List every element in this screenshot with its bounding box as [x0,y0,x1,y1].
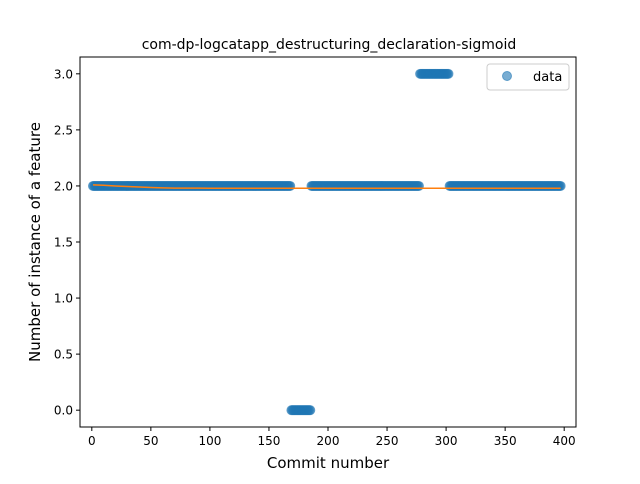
data-point [285,180,296,191]
y-tick-label: 1.0 [54,292,73,306]
x-axis-label: Commit number [267,454,390,472]
y-tick-label: 0.0 [54,404,73,418]
legend-marker-data [502,71,512,81]
x-tick-label: 100 [198,434,221,448]
y-axis-ticks: 0.0 0.5 1.0 1.5 2.0 2.5 3.0 [54,67,80,418]
legend: data [486,63,570,91]
x-tick-label: 200 [317,434,340,448]
x-tick-label: 300 [435,434,458,448]
y-tick-label: 1.5 [54,236,73,250]
x-tick-label: 50 [143,434,158,448]
data-point [555,180,566,191]
chart-title: com-dp-logcatapp_destructuring_declarati… [142,37,517,53]
fit-line [92,184,561,190]
y-tick-label: 2.5 [54,123,73,137]
y-axis-label: Number of instance of a feature [26,122,44,362]
data-point [443,68,454,79]
x-tick-label: 400 [553,434,576,448]
x-tick-label: 350 [494,434,517,448]
plot-area [80,57,576,427]
x-tick-label: 0 [88,434,96,448]
data-point [413,180,424,191]
x-tick-label: 150 [257,434,280,448]
y-tick-label: 2.0 [54,179,73,193]
x-axis-ticks: 0 50 100 150 200 250 300 350 400 [88,427,576,448]
plot-marks [87,68,566,416]
data-point [305,405,316,416]
x-tick-label: 250 [376,434,399,448]
y-tick-label: 0.5 [54,348,73,362]
legend-label-data: data [533,70,562,85]
y-tick-label: 3.0 [54,67,73,81]
legend-box [486,63,570,91]
